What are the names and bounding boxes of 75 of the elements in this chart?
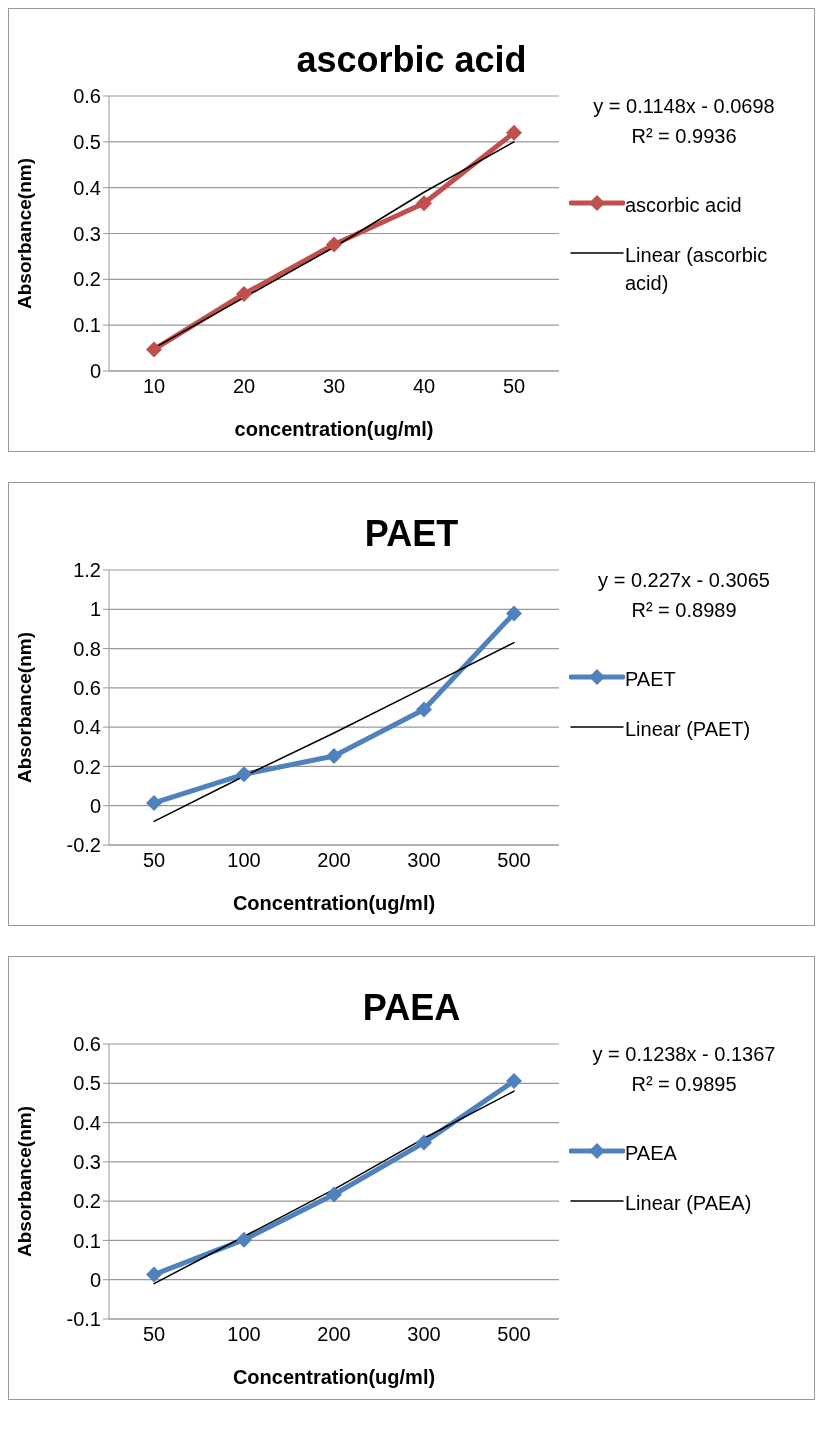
text: R² = 0.8989 bbox=[631, 599, 737, 621]
x-tick-label: 200 bbox=[317, 1323, 351, 1346]
point bbox=[236, 286, 252, 302]
x-tick-label: 40 bbox=[412, 375, 436, 398]
y-tick-label: 0 bbox=[89, 794, 101, 817]
x-tick-label: 200 bbox=[317, 849, 351, 872]
y-axis-title: Absorbance(nm) bbox=[13, 632, 35, 783]
point bbox=[236, 766, 252, 783]
text: R² = 0.9936 bbox=[631, 125, 737, 147]
point bbox=[326, 1186, 342, 1203]
point bbox=[326, 236, 342, 253]
y-tick-label: 1.2 bbox=[73, 559, 101, 582]
y-tick-label: 0.8 bbox=[73, 637, 101, 660]
legend-label: PAET bbox=[625, 667, 677, 692]
y-axis-title: Absorbance(nm) bbox=[13, 1106, 35, 1257]
y-tick-label: 0.4 bbox=[73, 176, 101, 199]
x-tick-label: 50 bbox=[502, 375, 526, 398]
y-tick-label: 0.4 bbox=[73, 1111, 101, 1134]
y-tick-label: 0.1 bbox=[73, 314, 101, 337]
legend-label: Linear (ascorbic acid) bbox=[625, 243, 769, 296]
y-tick-label: 0 bbox=[89, 1268, 101, 1291]
y-tick-label: 0.6 bbox=[73, 85, 101, 108]
y-tick-label: 0.5 bbox=[73, 1072, 101, 1095]
x-tick-label: 300 bbox=[407, 849, 441, 872]
x-tick-label: 300 bbox=[407, 1323, 441, 1346]
x-tick-label: 10 bbox=[142, 375, 166, 398]
x-axis-title: concentration(ug/ml) bbox=[234, 418, 434, 440]
legend-label: Linear (PAET) bbox=[625, 717, 752, 742]
x-axis-title: Concentration(ug/ml) bbox=[232, 1366, 436, 1388]
line-series bbox=[153, 641, 515, 823]
point bbox=[506, 605, 522, 622]
point bbox=[146, 1266, 162, 1283]
x-tick-label: 20 bbox=[232, 375, 256, 398]
text: y = 0.227x - 0.3065 bbox=[598, 569, 770, 591]
y-tick-label: 0.4 bbox=[73, 716, 101, 739]
text: y = 0.1238x - 0.1367 bbox=[592, 1043, 776, 1065]
x-tick-label: 50 bbox=[142, 849, 166, 872]
y-tick-label: 0.2 bbox=[73, 755, 101, 778]
legend-label: ascorbic acid bbox=[625, 193, 743, 218]
text: R² = 0.9895 bbox=[631, 1073, 737, 1095]
y-tick-label: 0.2 bbox=[73, 268, 101, 291]
chart-title: ascorbic acid bbox=[296, 39, 527, 80]
point bbox=[416, 195, 432, 212]
y-axis-title: Absorbance(nm) bbox=[13, 158, 35, 309]
point bbox=[326, 748, 342, 765]
legend-label: PAEA bbox=[625, 1141, 678, 1166]
y-tick-label: 0.3 bbox=[73, 222, 101, 245]
point bbox=[416, 1134, 432, 1151]
x-tick-label: 500 bbox=[497, 849, 531, 872]
point bbox=[506, 124, 522, 141]
point bbox=[416, 701, 432, 718]
x-tick-label: 100 bbox=[227, 849, 261, 872]
y-tick-label: 0.5 bbox=[73, 130, 101, 153]
point bbox=[146, 794, 162, 811]
x-tick-label: 500 bbox=[497, 1323, 531, 1346]
x-axis-title: Concentration(ug/ml) bbox=[232, 892, 436, 914]
y-tick-label: 0 bbox=[89, 360, 101, 383]
y-tick-label: 0.6 bbox=[73, 676, 101, 699]
y-tick-label: 0.2 bbox=[73, 1190, 101, 1213]
legend-label: Linear (PAEA) bbox=[625, 1191, 753, 1216]
text: y = 0.1148x - 0.0698 bbox=[593, 95, 775, 117]
y-tick-label: -0.1 bbox=[66, 1308, 101, 1331]
x-tick-label: 50 bbox=[142, 1323, 166, 1346]
point bbox=[506, 1072, 522, 1089]
chart-title: PAEA bbox=[362, 987, 461, 1028]
chart-title: PAET bbox=[364, 513, 459, 554]
point bbox=[146, 341, 162, 358]
y-tick-label: -0.2 bbox=[66, 834, 101, 857]
y-tick-label: 0.1 bbox=[73, 1229, 101, 1252]
y-tick-label: 1 bbox=[89, 598, 101, 621]
x-tick-label: 30 bbox=[322, 375, 346, 398]
y-tick-label: 0.6 bbox=[73, 1033, 101, 1056]
x-tick-label: 100 bbox=[227, 1323, 261, 1346]
y-tick-label: 0.3 bbox=[73, 1150, 101, 1173]
point bbox=[236, 1231, 252, 1248]
